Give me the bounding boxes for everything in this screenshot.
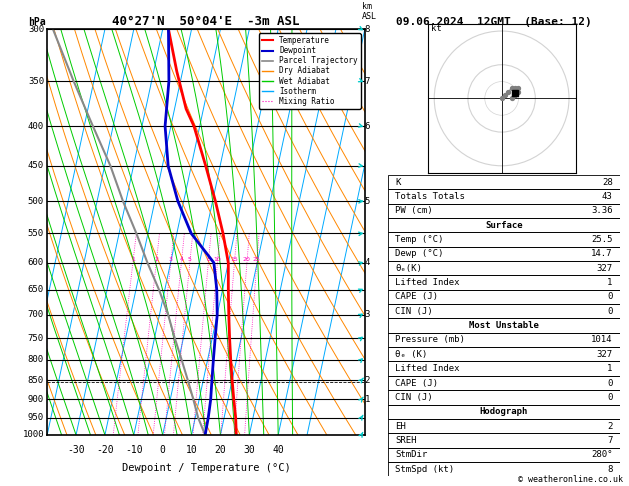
Text: SREH: SREH — [395, 436, 416, 445]
Point — [500, 91, 510, 99]
Text: -20: -20 — [96, 445, 114, 455]
Text: Pressure (mb): Pressure (mb) — [395, 335, 465, 345]
Text: 0: 0 — [607, 307, 613, 316]
Text: K: K — [395, 178, 401, 187]
Text: 20: 20 — [243, 257, 251, 261]
Text: 1014: 1014 — [591, 335, 613, 345]
Text: 4: 4 — [365, 258, 370, 267]
Text: 5: 5 — [188, 257, 192, 261]
Text: Most Unstable: Most Unstable — [469, 321, 539, 330]
Text: 850: 850 — [28, 376, 44, 385]
Text: 7: 7 — [607, 436, 613, 445]
Text: θₑ (K): θₑ (K) — [395, 350, 427, 359]
Text: 2: 2 — [365, 376, 370, 385]
Legend: Temperature, Dewpoint, Parcel Trajectory, Dry Adiabat, Wet Adiabat, Isotherm, Mi: Temperature, Dewpoint, Parcel Trajectory… — [259, 33, 361, 109]
Text: 25: 25 — [253, 257, 261, 261]
Text: -10: -10 — [125, 445, 143, 455]
Text: 10: 10 — [186, 445, 198, 455]
Text: 2: 2 — [607, 421, 613, 431]
Text: 0: 0 — [160, 445, 165, 455]
Text: 43: 43 — [602, 192, 613, 201]
Text: 8: 8 — [206, 257, 210, 261]
Text: 300: 300 — [28, 25, 44, 34]
Text: 7: 7 — [365, 77, 370, 86]
Text: 280°: 280° — [591, 450, 613, 459]
Text: 1: 1 — [131, 257, 135, 261]
Text: 1: 1 — [607, 278, 613, 287]
Text: 600: 600 — [28, 258, 44, 267]
Text: PW (cm): PW (cm) — [395, 207, 433, 215]
Text: 40: 40 — [272, 445, 284, 455]
Text: 550: 550 — [28, 229, 44, 238]
Text: 0: 0 — [607, 293, 613, 301]
Title: 40°27'N  50°04'E  -3m ASL: 40°27'N 50°04'E -3m ASL — [112, 15, 300, 28]
Point — [513, 88, 523, 96]
Text: CAPE (J): CAPE (J) — [395, 293, 438, 301]
Text: 14.7: 14.7 — [591, 249, 613, 259]
Text: Totals Totals: Totals Totals — [395, 192, 465, 201]
Text: 20: 20 — [214, 445, 226, 455]
Text: 800: 800 — [28, 355, 44, 364]
Text: -30: -30 — [67, 445, 85, 455]
Text: 3.36: 3.36 — [591, 207, 613, 215]
Point — [510, 91, 520, 99]
Text: 750: 750 — [28, 333, 44, 343]
Text: CAPE (J): CAPE (J) — [395, 379, 438, 387]
Text: 1: 1 — [365, 395, 370, 404]
Text: 1000: 1000 — [23, 431, 44, 439]
Text: 25.5: 25.5 — [591, 235, 613, 244]
Text: 500: 500 — [28, 197, 44, 206]
Text: StmDir: StmDir — [395, 450, 427, 459]
Text: 2: 2 — [154, 257, 159, 261]
Text: km
ASL: km ASL — [362, 1, 377, 21]
Text: 4: 4 — [179, 257, 184, 261]
Text: 3: 3 — [365, 310, 370, 319]
Text: 15: 15 — [231, 257, 238, 261]
Text: 327: 327 — [596, 264, 613, 273]
Text: 900: 900 — [28, 395, 44, 404]
Text: 327: 327 — [596, 350, 613, 359]
Text: © weatheronline.co.uk: © weatheronline.co.uk — [518, 474, 623, 484]
Text: Lifted Index: Lifted Index — [395, 278, 460, 287]
Text: 1: 1 — [607, 364, 613, 373]
Text: 350: 350 — [28, 77, 44, 86]
Text: 650: 650 — [28, 285, 44, 294]
Text: 09.06.2024  12GMT  (Base: 12): 09.06.2024 12GMT (Base: 12) — [396, 17, 592, 27]
Text: Lifted Index: Lifted Index — [395, 364, 460, 373]
Text: 0: 0 — [607, 393, 613, 402]
Text: CIN (J): CIN (J) — [395, 307, 433, 316]
Text: 10: 10 — [213, 257, 221, 261]
Text: 6: 6 — [365, 122, 370, 131]
Point — [507, 85, 517, 92]
Text: 30: 30 — [243, 445, 255, 455]
Text: 8: 8 — [607, 465, 613, 473]
Text: Dewpoint / Temperature (°C): Dewpoint / Temperature (°C) — [121, 463, 291, 473]
Text: hPa: hPa — [28, 17, 46, 27]
Text: 950: 950 — [28, 413, 44, 422]
Text: 3: 3 — [169, 257, 173, 261]
Text: 0: 0 — [607, 379, 613, 387]
Point — [513, 85, 523, 92]
Text: StmSpd (kt): StmSpd (kt) — [395, 465, 454, 473]
Text: 5: 5 — [365, 197, 370, 206]
Text: 400: 400 — [28, 122, 44, 131]
Text: 700: 700 — [28, 310, 44, 319]
Point — [497, 94, 507, 103]
Text: θₑ(K): θₑ(K) — [395, 264, 422, 273]
Text: EH: EH — [395, 421, 406, 431]
Text: Temp (°C): Temp (°C) — [395, 235, 443, 244]
Text: 450: 450 — [28, 161, 44, 170]
Text: Surface: Surface — [485, 221, 523, 230]
Text: 8: 8 — [365, 25, 370, 34]
Text: CIN (J): CIN (J) — [395, 393, 433, 402]
Point — [503, 88, 513, 96]
Text: kt: kt — [431, 24, 442, 33]
Point — [507, 94, 517, 103]
Text: Dewp (°C): Dewp (°C) — [395, 249, 443, 259]
Point — [510, 85, 520, 92]
Text: Hodograph: Hodograph — [480, 407, 528, 416]
Text: 28: 28 — [602, 178, 613, 187]
